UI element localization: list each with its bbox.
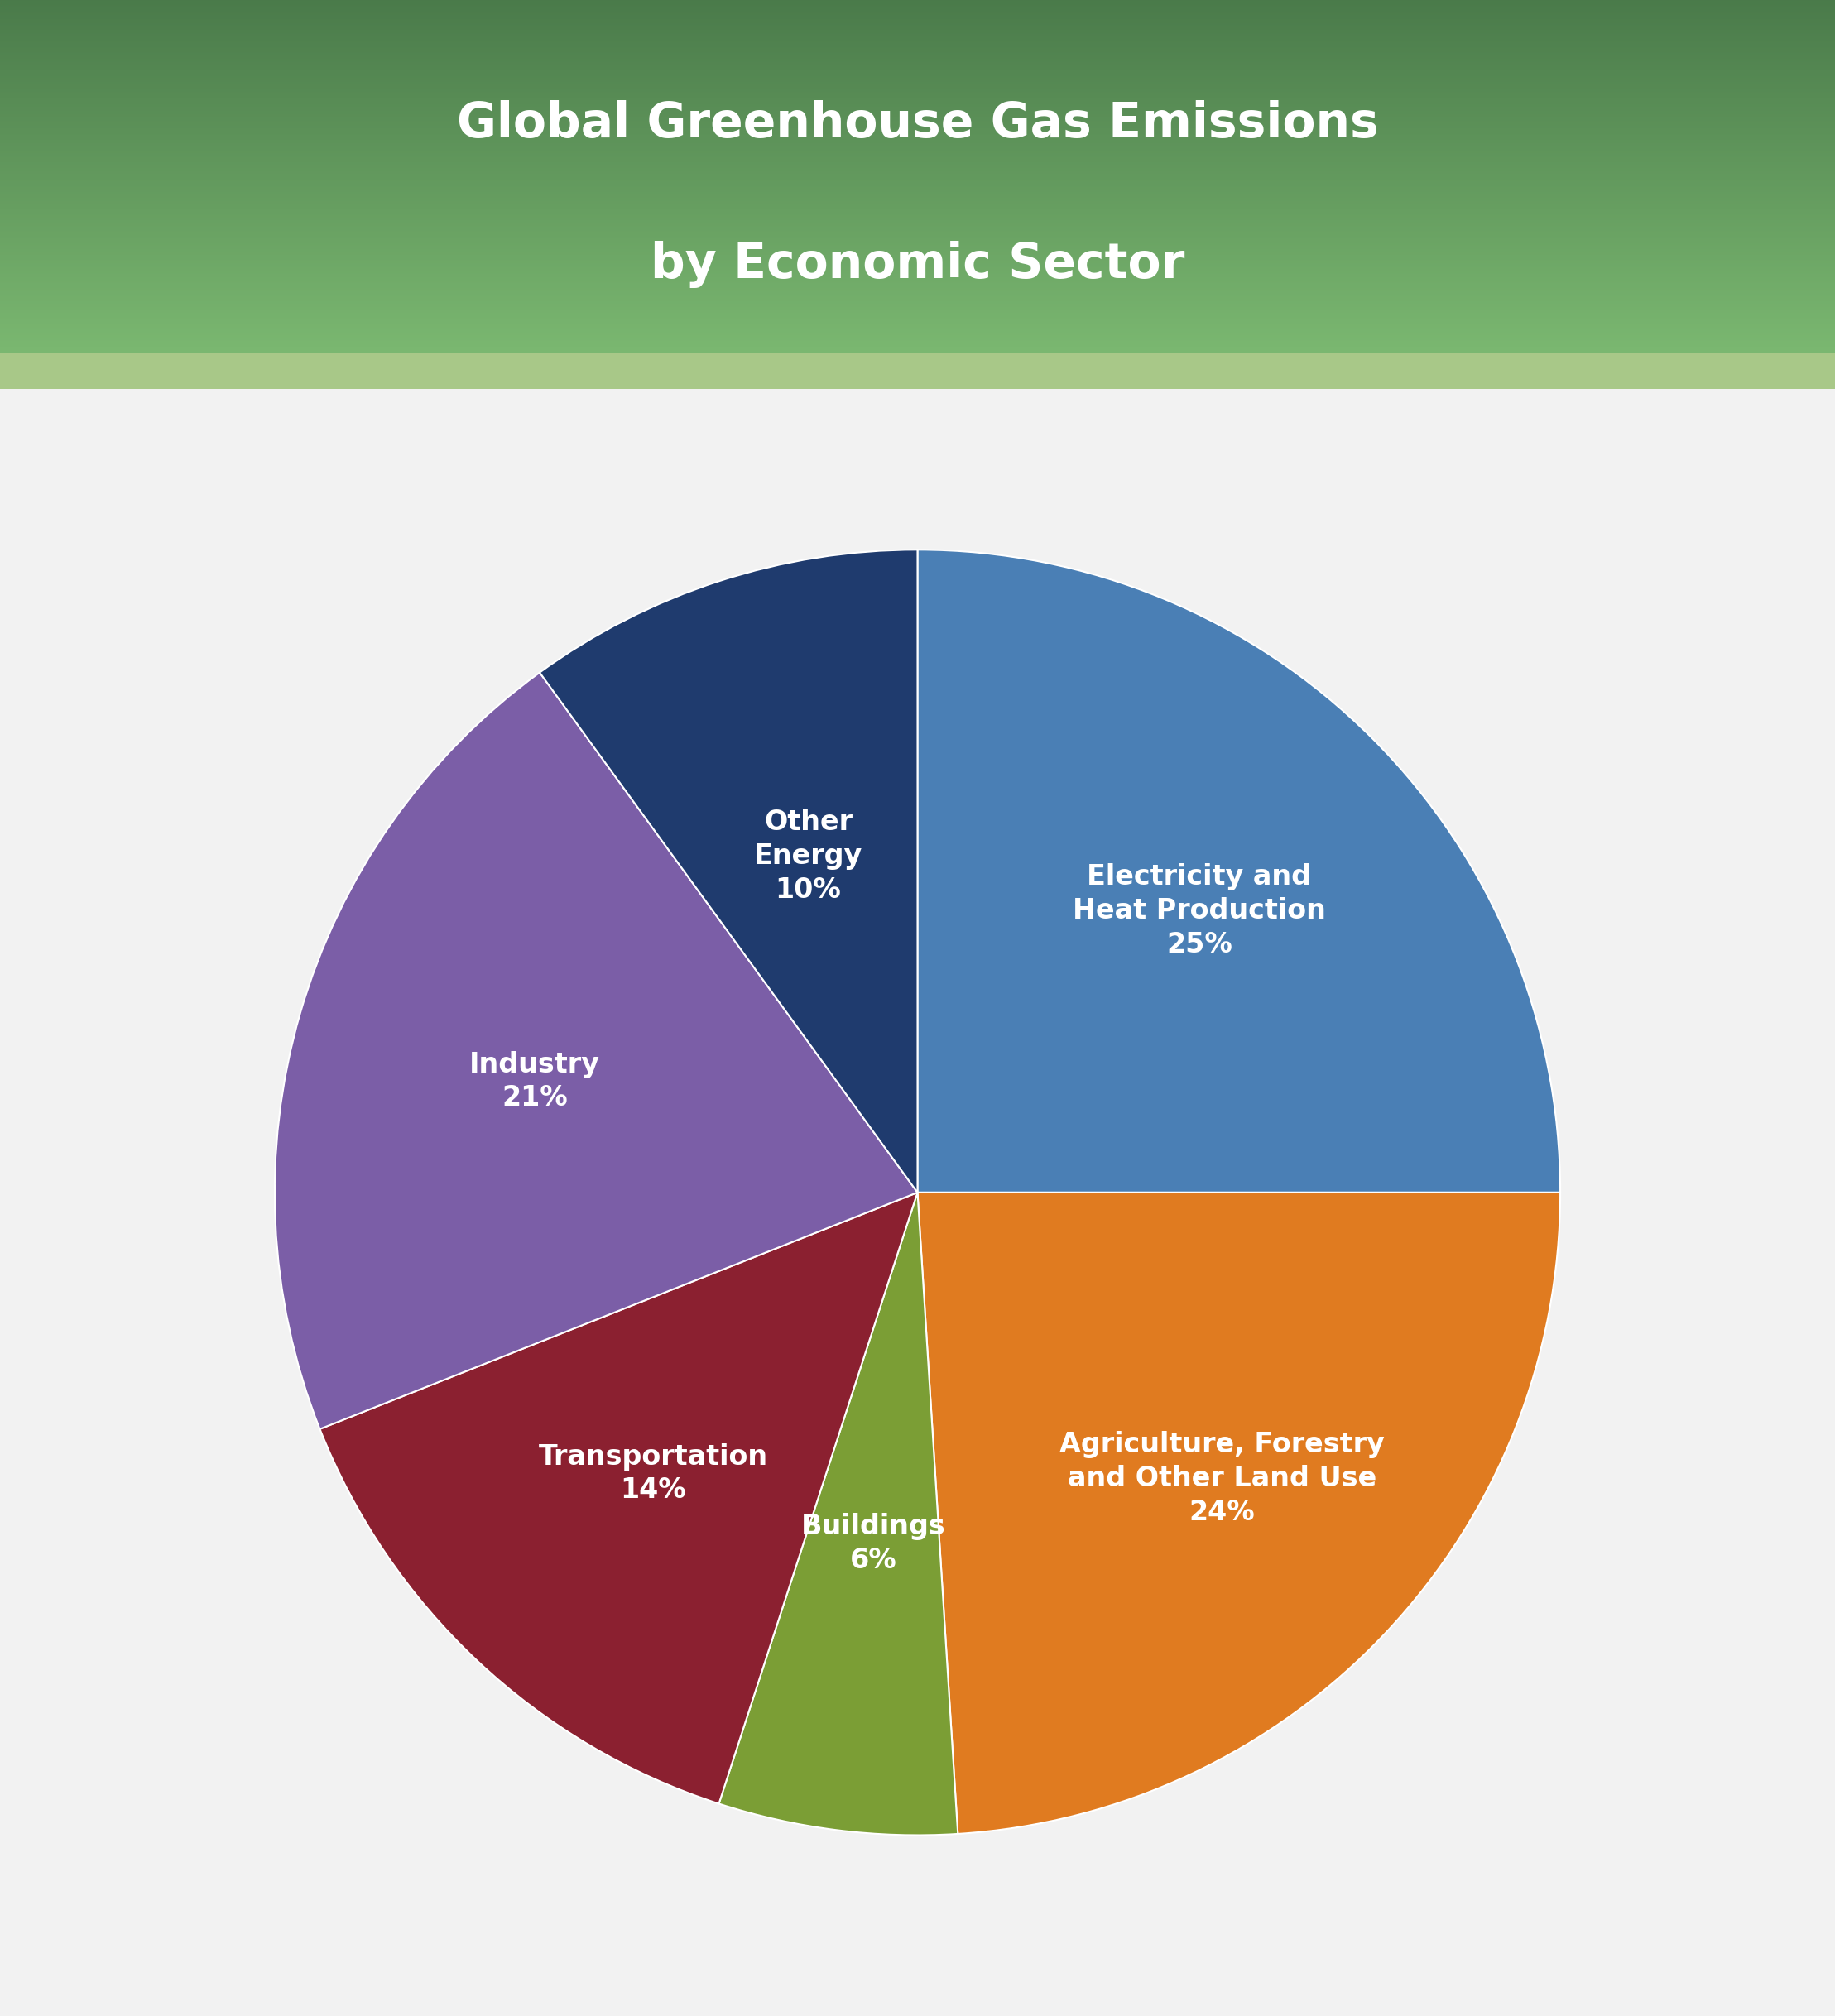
Wedge shape	[539, 550, 918, 1193]
Wedge shape	[918, 550, 1560, 1193]
Text: Buildings
6%: Buildings 6%	[800, 1512, 945, 1574]
Text: Other
Energy
10%: Other Energy 10%	[754, 808, 862, 903]
Wedge shape	[918, 1193, 1560, 1835]
Text: Electricity and
Heat Production
25%: Electricity and Heat Production 25%	[1073, 863, 1327, 958]
Text: Transportation
14%: Transportation 14%	[539, 1443, 769, 1504]
Wedge shape	[719, 1193, 958, 1835]
Text: Global Greenhouse Gas Emissions: Global Greenhouse Gas Emissions	[457, 101, 1378, 147]
Wedge shape	[319, 1193, 918, 1804]
Text: Industry
21%: Industry 21%	[470, 1050, 600, 1113]
Text: Agriculture, Forestry
and Other Land Use
24%: Agriculture, Forestry and Other Land Use…	[1059, 1431, 1385, 1526]
Text: by Economic Sector: by Economic Sector	[650, 242, 1185, 288]
Wedge shape	[275, 673, 918, 1429]
